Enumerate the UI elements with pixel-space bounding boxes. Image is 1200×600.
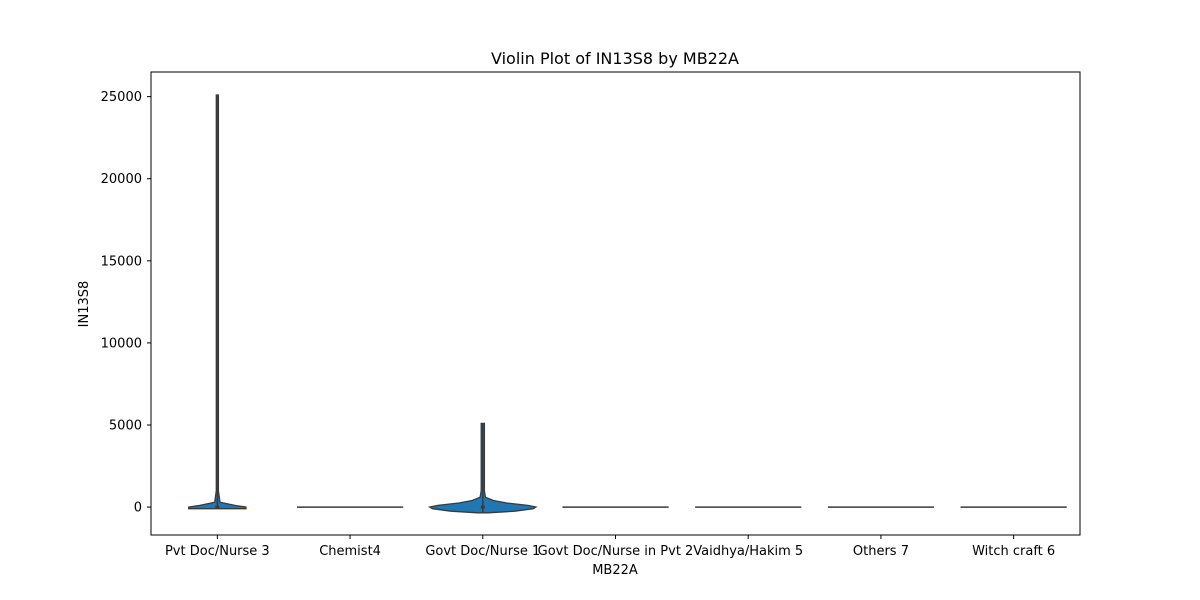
plot-area: 0 5000 10000 15000 20000 25000 Pvt Doc/Nurse 3… xyxy=(101,71,1081,559)
x-tick-label: Govt Doc/Nurse in Pvt 2 xyxy=(538,544,694,559)
y-tick-label: 25000 xyxy=(101,90,142,105)
x-tick-label: Chemist4 xyxy=(319,544,381,559)
violin-3 xyxy=(427,422,538,514)
y-axis-label: IN13S8 xyxy=(77,281,92,328)
plot-frame xyxy=(150,71,1081,536)
y-tick-label: 0 xyxy=(134,501,142,516)
x-axis-label: MB22A xyxy=(592,563,638,578)
chart-title: Violin Plot of IN13S8 by MB22A xyxy=(491,49,739,68)
x-tick-label: Others 7 xyxy=(853,544,909,559)
y-tick-label: 5000 xyxy=(109,418,142,433)
violin-1 xyxy=(188,94,247,510)
x-tick-label: Pvt Doc/Nurse 3 xyxy=(165,544,270,559)
x-tick-label: Vaidhya/Hakim 5 xyxy=(693,544,803,559)
x-tick-label: Govt Doc/Nurse 1 xyxy=(425,544,540,559)
y-tick-label: 10000 xyxy=(101,336,142,351)
y-tick-label: 20000 xyxy=(101,172,142,187)
y-tick-label: 15000 xyxy=(101,254,142,269)
x-tick-label: Witch craft 6 xyxy=(972,544,1055,559)
